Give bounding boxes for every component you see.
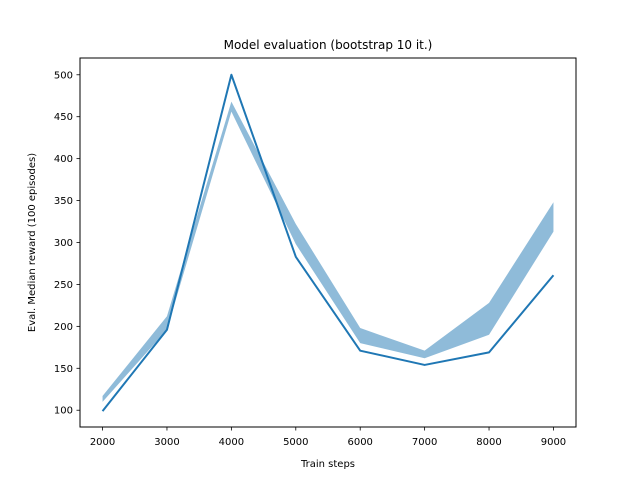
x-tick-label: 4000 [219,437,244,448]
x-axis-label: Train steps [300,459,355,470]
x-tick-label: 7000 [412,437,437,448]
series-line-0 [101,73,555,412]
x-tick-label: 3000 [154,437,179,448]
y-tick-label: 200 [54,322,73,333]
chart-title: Model evaluation (bootstrap 10 it.) [224,38,433,52]
y-tick-label: 450 [54,112,73,123]
y-axis: 100 150 200 250 300 350 400 450 500 [54,70,80,417]
x-tick-label: 9000 [541,437,566,448]
x-axis: 2000 3000 4000 5000 6000 7000 8000 9000 [90,427,566,448]
y-tick-label: 250 [54,280,73,291]
y-tick-label: 400 [54,154,73,165]
x-tick-label: 6000 [347,437,372,448]
plot-area [79,57,577,428]
axes-frame [79,57,577,428]
x-tick-label: 8000 [476,437,501,448]
x-tick-label: 2000 [90,437,115,448]
y-axis-label: Eval. Median reward (100 episodes) [27,153,38,332]
confidence-band-0 [102,101,554,402]
y-tick-label: 300 [54,238,73,249]
y-tick-label: 350 [54,196,73,207]
y-tick-label: 150 [54,364,73,375]
y-tick-label: 500 [54,70,73,81]
y-tick-label: 100 [54,406,73,417]
x-tick-label: 5000 [283,437,308,448]
